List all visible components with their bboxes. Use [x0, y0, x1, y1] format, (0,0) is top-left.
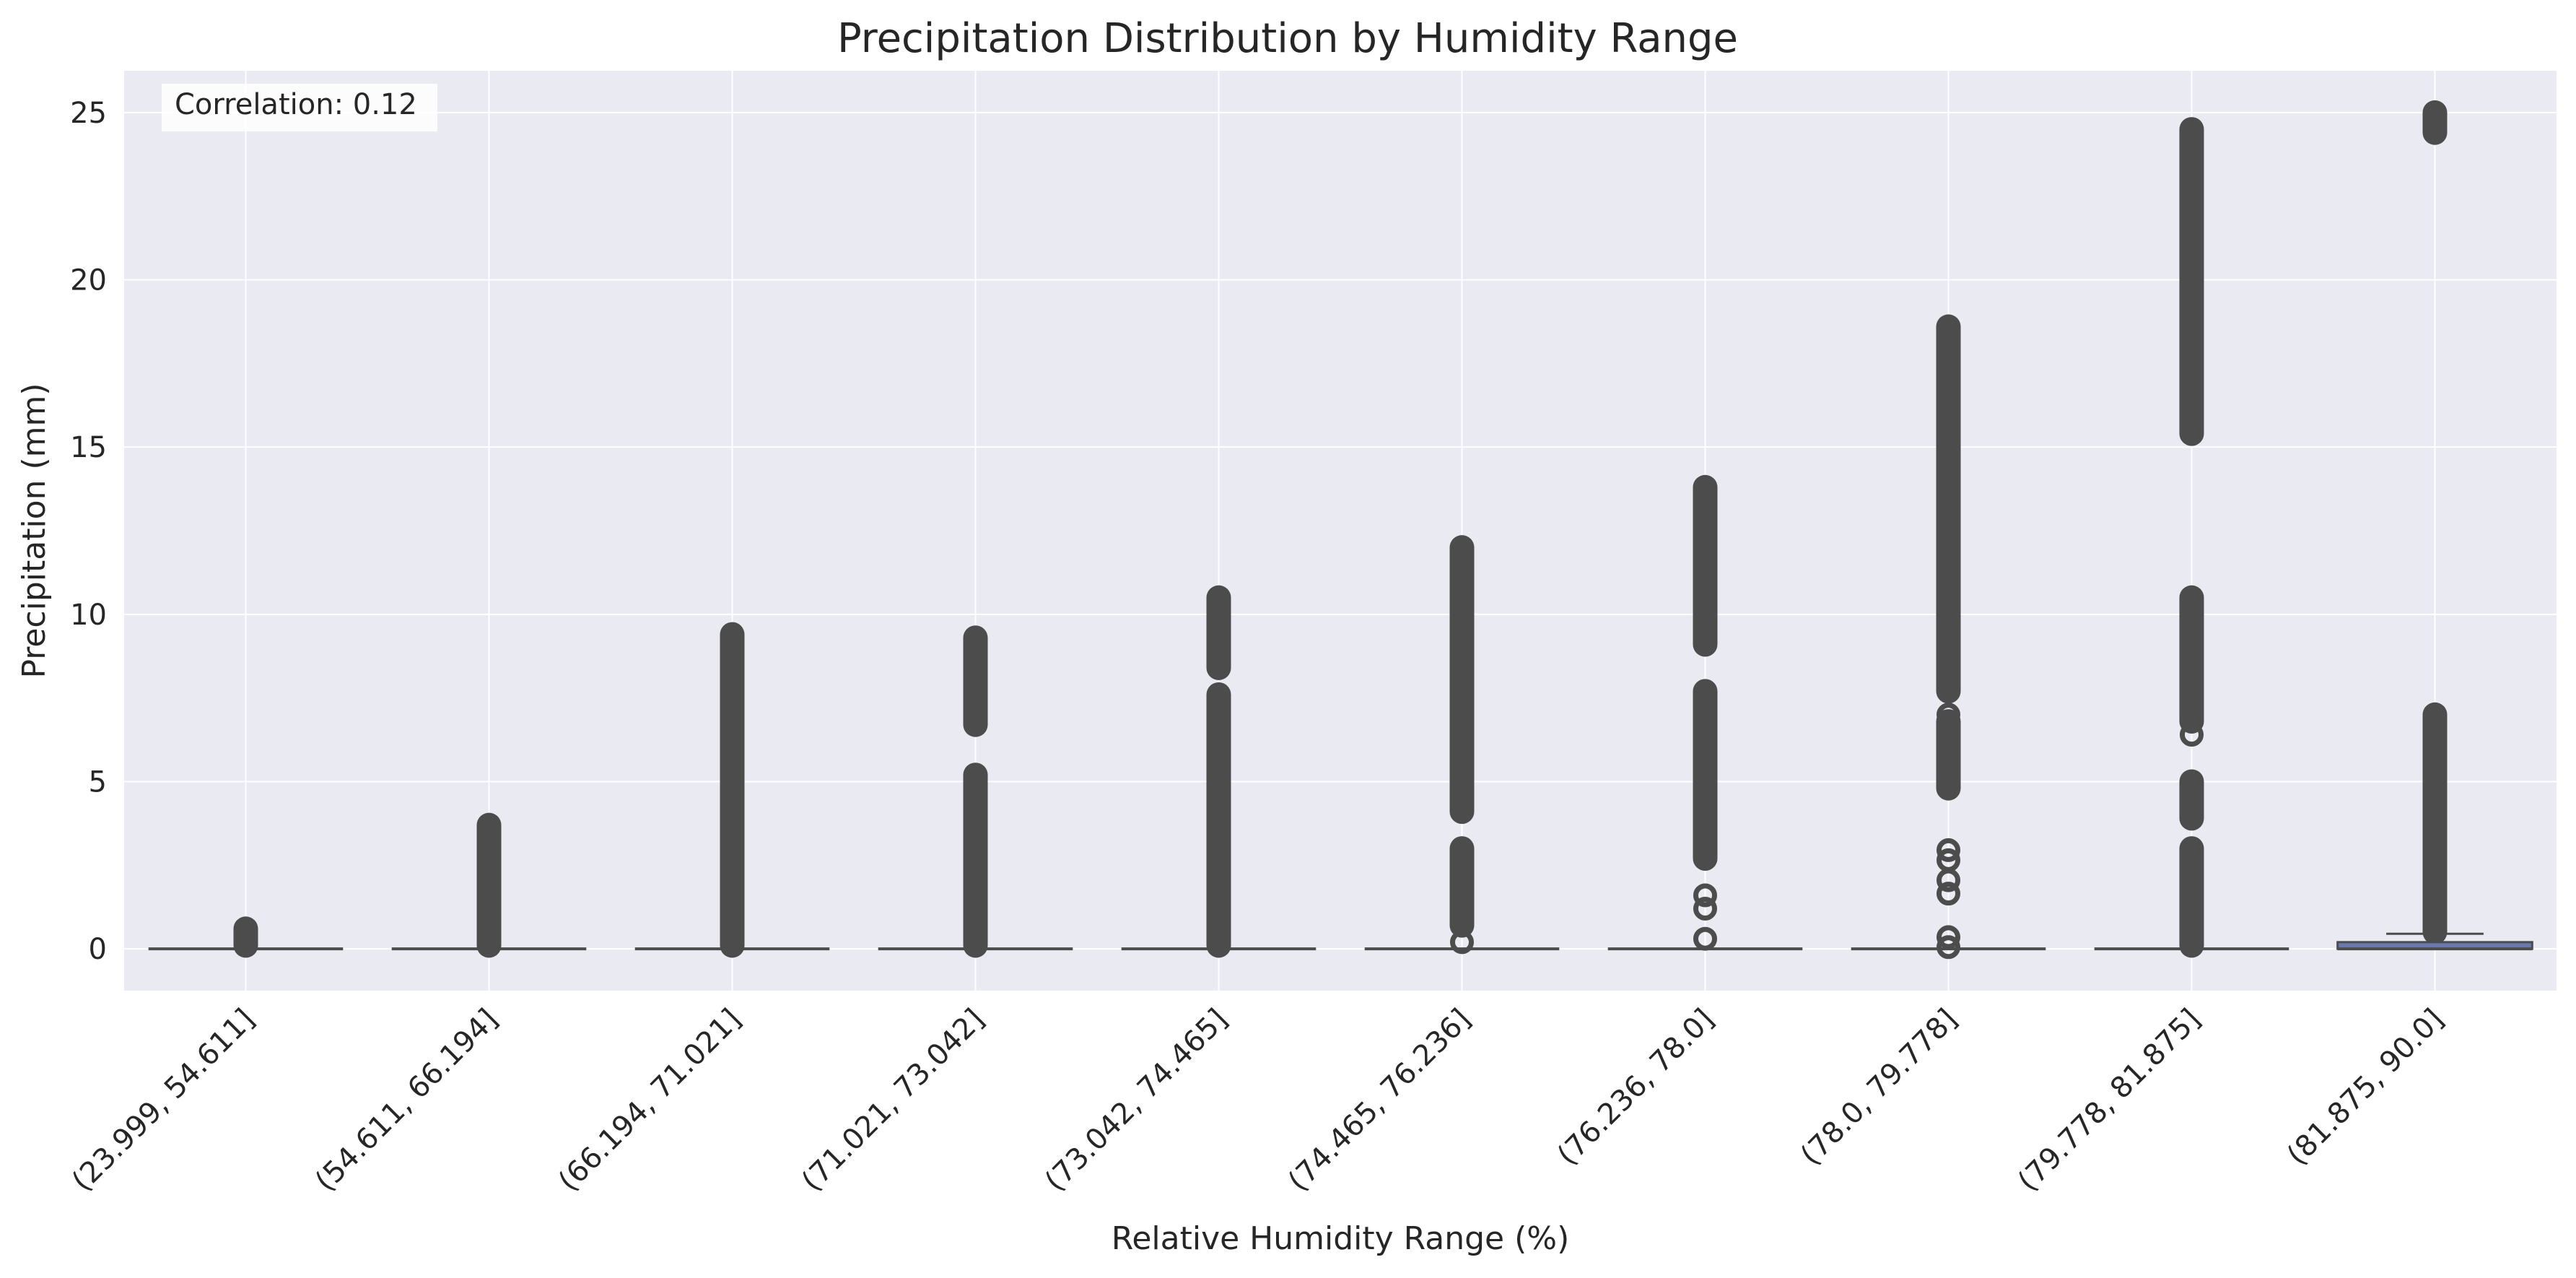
annotation-box [162, 84, 437, 131]
outlier-point [1937, 848, 1960, 872]
x-tick-label: (78.0, 79.778] [1794, 1003, 1964, 1173]
outlier-point [1450, 930, 1474, 955]
annotation-text: Correlation: 0.12 [175, 88, 417, 121]
box-7 [1607, 474, 1803, 951]
box-5 [1121, 585, 1317, 958]
x-tick-label: (79.778, 81.875] [2012, 1003, 2207, 1199]
x-tick-label: (23.999, 54.611] [66, 1003, 261, 1199]
y-tick-label: 20 [70, 264, 107, 297]
x-tick-label: (71.021, 73.042] [795, 1003, 991, 1199]
box-8 [1851, 314, 2046, 960]
x-tick-label: (73.042, 74.465] [1039, 1003, 1234, 1199]
x-axis: (23.999, 54.611] (54.611, 66.194] (66.194,… [66, 1003, 2450, 1199]
y-tick-label: 15 [70, 431, 107, 464]
box-3 [634, 622, 830, 958]
box-9 [2094, 117, 2289, 958]
x-tick-label: (81.875, 90.0] [2281, 1003, 2450, 1173]
box-1 [148, 916, 344, 958]
outlier-point [1937, 925, 1960, 949]
y-tick-label: 25 [70, 97, 107, 130]
x-tick-label: (66.194, 71.021] [552, 1003, 748, 1199]
outlier-point [1937, 838, 1960, 862]
correlation-annotation: Correlation: 0.12 [162, 84, 437, 131]
box-series [148, 100, 2533, 960]
outlier-point [2180, 723, 2204, 747]
x-tick-label: (76.236, 78.0] [1551, 1003, 1721, 1173]
box-10 [2336, 100, 2533, 951]
chart-title: Precipitation Distribution by Humidity R… [837, 15, 1738, 62]
y-tick-label: 10 [70, 599, 107, 632]
box-2 [391, 812, 587, 958]
outlier-point [1937, 882, 1960, 906]
x-tick-label: (74.465, 76.236] [1282, 1003, 1477, 1199]
y-tick-label: 5 [89, 765, 107, 799]
outlier-point [1693, 883, 1717, 908]
box-6 [1364, 535, 1560, 955]
y-tick-label: 0 [89, 933, 107, 966]
box-4 [878, 625, 1073, 958]
outlier-point [1937, 703, 1960, 727]
x-tick-label: (54.611, 66.194] [309, 1003, 505, 1199]
y-axis-title: Precipitation (mm) [16, 383, 53, 678]
outlier-point [1693, 896, 1717, 921]
x-axis-title: Relative Humidity Range (%) [1112, 1220, 1570, 1257]
outlier-point [1937, 935, 1960, 960]
plot-area [124, 71, 2557, 991]
y-axis: 0 5 10 15 20 25 [70, 97, 107, 966]
